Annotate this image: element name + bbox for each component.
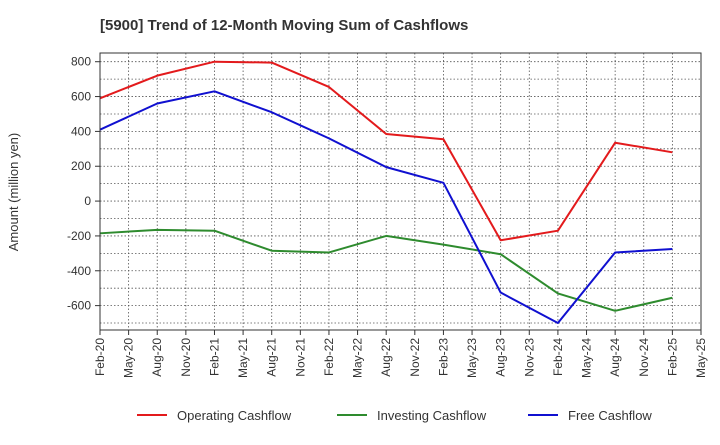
x-tick-label: Feb-22 xyxy=(322,338,336,376)
x-tick-label: Aug-23 xyxy=(494,338,508,377)
x-tick-label: Feb-24 xyxy=(551,338,565,376)
grid-lines xyxy=(100,53,701,330)
x-tick-label: Aug-24 xyxy=(608,338,622,377)
x-tick-label: May-21 xyxy=(236,338,250,378)
x-tick-label: May-22 xyxy=(351,338,365,378)
y-tick-label: 800 xyxy=(71,55,91,69)
x-tick-label: Feb-20 xyxy=(93,338,107,376)
x-tick-label: Feb-21 xyxy=(207,338,221,376)
y-axis-ticks: 800 600 400 200 0 -200 -400 -600 xyxy=(67,55,100,313)
x-tick-label: Aug-21 xyxy=(265,338,279,377)
x-tick-label: Aug-22 xyxy=(379,338,393,377)
x-tick-label: Nov-21 xyxy=(293,338,307,377)
series-lines xyxy=(99,60,673,325)
series-line-operating-cashflow xyxy=(99,60,673,242)
legend-label: Operating Cashflow xyxy=(177,408,292,423)
x-tick-label: Nov-23 xyxy=(522,338,536,377)
y-tick-label: 0 xyxy=(84,194,91,208)
x-tick-label: Nov-24 xyxy=(637,338,651,377)
x-tick-label: May-20 xyxy=(122,338,136,378)
x-tick-label: May-25 xyxy=(694,338,708,378)
legend-label: Free Cashflow xyxy=(568,408,652,423)
x-tick-label: Nov-20 xyxy=(179,338,193,377)
x-tick-label: May-23 xyxy=(465,338,479,378)
plot-area xyxy=(99,52,702,331)
y-tick-label: 200 xyxy=(71,159,91,173)
y-tick-label: -200 xyxy=(67,229,91,243)
y-tick-label: -400 xyxy=(67,264,91,278)
chart-title: [5900] Trend of 12-Month Moving Sum of C… xyxy=(100,17,468,34)
legend-label: Investing Cashflow xyxy=(377,408,487,423)
x-tick-label: May-24 xyxy=(580,338,594,378)
y-tick-label: 400 xyxy=(71,124,91,138)
legend: Operating Cashflow Investing Cashflow Free… xyxy=(137,408,652,423)
x-tick-label: Aug-20 xyxy=(150,338,164,377)
y-tick-label: 600 xyxy=(71,90,91,104)
y-axis-label: Amount (million yen) xyxy=(6,133,21,252)
x-tick-label: Feb-25 xyxy=(665,338,679,376)
y-tick-label: -600 xyxy=(67,299,91,313)
x-tick-label: Nov-22 xyxy=(408,338,422,377)
x-tick-label: Feb-23 xyxy=(436,338,450,376)
x-axis-ticks: Feb-20 May-20 Aug-20 Nov-20 Feb-21 May-21 Aug-… xyxy=(93,330,708,378)
series-line-free-cashflow xyxy=(99,90,673,325)
